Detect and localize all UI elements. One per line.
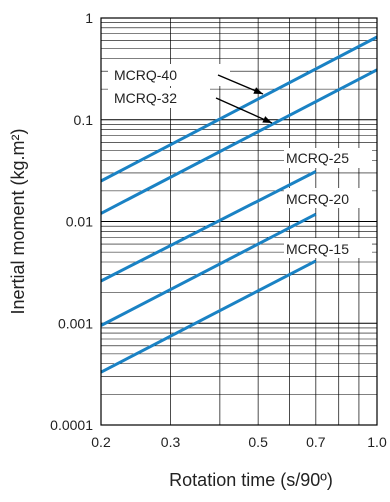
series-label-mcrq-20: MCRQ-20: [286, 191, 349, 207]
arrowhead: [262, 116, 272, 123]
label-background: [284, 188, 372, 208]
label-background: [284, 238, 372, 258]
series-label-mcrq-15: MCRQ-15: [286, 241, 349, 257]
plot-frame: [100, 17, 378, 426]
label-background: [108, 64, 230, 86]
leader-line: [215, 97, 273, 124]
x-tick-label: 0.5: [248, 434, 268, 450]
y-tick-label: 0.001: [58, 315, 93, 331]
series-label-mcrq-32: MCRQ-32: [114, 90, 177, 106]
label-background: [284, 148, 372, 168]
series-line-mcrq-20: [100, 212, 317, 327]
x-tick-label: 0.7: [306, 434, 326, 450]
series-label-mcrq-40: MCRQ-40: [114, 67, 177, 83]
y-tick-label: 1: [85, 10, 93, 26]
x-tick-label: 0.2: [91, 434, 111, 450]
label-background: [108, 88, 210, 108]
y-tick-label: 0.1: [74, 112, 94, 128]
series-line-mcrq-25: [100, 170, 317, 283]
y-tick-label: 0.01: [66, 214, 93, 230]
x-axis-title: Rotation time (s/90º): [169, 470, 333, 490]
x-tick-label: 0.3: [161, 434, 181, 450]
series-labels: MCRQ-40 MCRQ-32 MCRQ-25 MCRQ-20 MCRQ-15: [114, 67, 349, 257]
y-axis-title: Inertial moment (kg.m²): [8, 128, 28, 314]
series-label-mcrq-25: MCRQ-25: [286, 150, 349, 166]
grid: [100, 18, 378, 426]
tick-labels: 0.2 0.3 0.5 0.7 1.0 1 0.1 0.01 0.001 0.0001: [50, 10, 387, 450]
x-tick-label: 1.0: [367, 434, 387, 450]
arrowhead: [253, 87, 263, 94]
series-line-mcrq-15: [100, 259, 317, 374]
y-tick-label: 0.0001: [50, 417, 93, 433]
series-line-mcrq-32: [100, 68, 378, 215]
